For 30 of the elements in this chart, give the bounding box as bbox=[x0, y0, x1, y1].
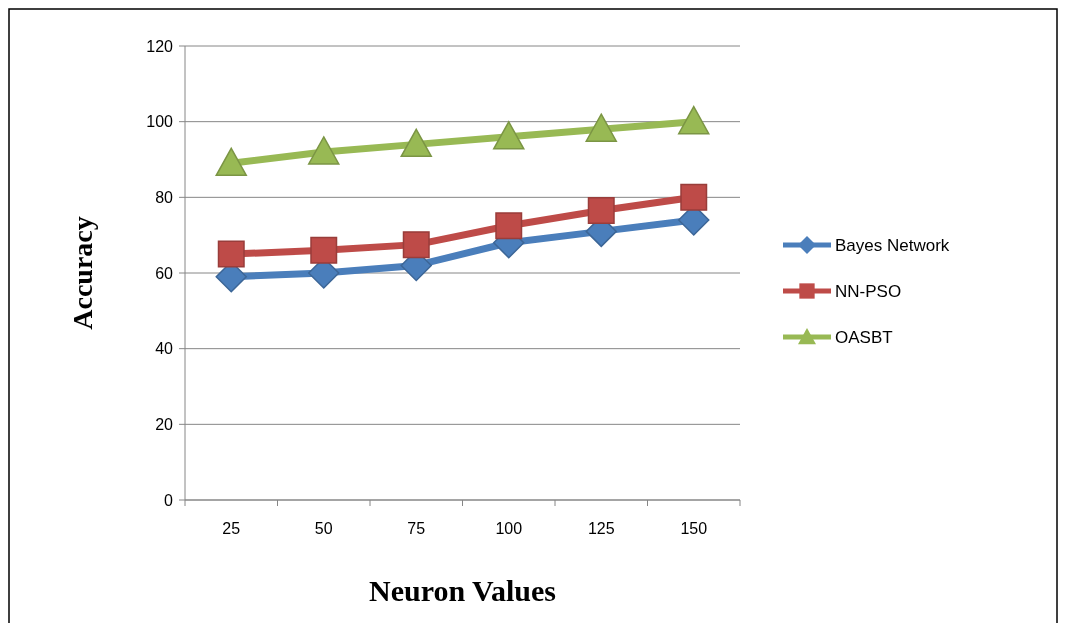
x-tick-label: 25 bbox=[222, 520, 241, 537]
legend-label: NN-PSO bbox=[835, 281, 902, 301]
y-tick-label: 20 bbox=[155, 415, 174, 433]
point bbox=[402, 231, 430, 259]
point bbox=[587, 197, 615, 225]
point bbox=[680, 183, 708, 211]
point bbox=[585, 113, 617, 142]
x-tick-label: 50 bbox=[314, 520, 333, 537]
x-tick-label: 75 bbox=[407, 520, 426, 537]
x-axis-title: Neuron Values bbox=[368, 574, 557, 607]
y-tick-label: 60 bbox=[155, 264, 174, 282]
x-tick-label: 150 bbox=[680, 520, 708, 537]
legend-label: OASBT bbox=[835, 327, 893, 347]
point bbox=[217, 240, 245, 268]
point bbox=[310, 236, 338, 264]
point bbox=[493, 121, 525, 150]
point bbox=[678, 105, 710, 135]
point bbox=[495, 212, 523, 240]
x-tick-label: 125 bbox=[587, 520, 615, 537]
legend-label: Bayes Network bbox=[835, 235, 950, 255]
y-tick-label: 120 bbox=[146, 37, 174, 55]
point bbox=[400, 128, 432, 158]
y-tick-label: 100 bbox=[146, 113, 174, 131]
point bbox=[308, 136, 340, 165]
y-tick-label: 80 bbox=[155, 188, 174, 206]
y-tick-label: 40 bbox=[155, 340, 174, 358]
x-tick-label: 100 bbox=[495, 520, 523, 537]
y-tick-label: 0 bbox=[164, 491, 174, 509]
point bbox=[215, 147, 247, 177]
y-axis-title: Accuracy bbox=[67, 216, 98, 330]
